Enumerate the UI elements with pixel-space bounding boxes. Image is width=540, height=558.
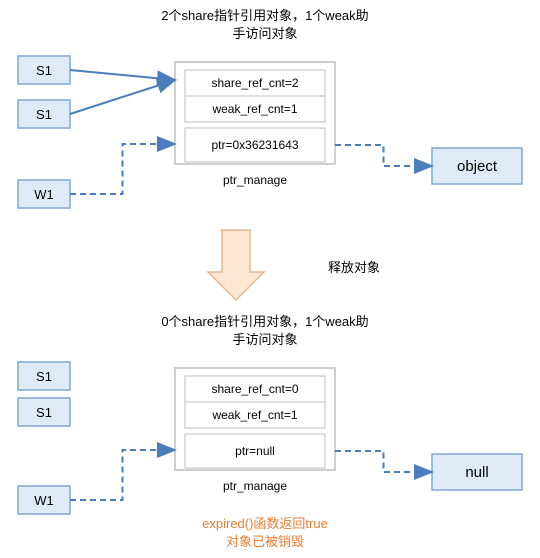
- bottom-title-l1: 0个share指针引用对象，1个weak助: [161, 314, 368, 329]
- bottom-object-label: null: [465, 464, 488, 481]
- bottom-w1-label: W1: [34, 493, 54, 508]
- footer-l1: expired()函数返回true: [202, 516, 328, 531]
- footer-l2: 对象已被销毁: [226, 534, 304, 549]
- bottom-manage-label: ptr_manage: [223, 479, 287, 493]
- release-arrow: [208, 230, 264, 300]
- top-arrow-ptr: [335, 145, 432, 166]
- bottom-s1a-label: S1: [36, 369, 52, 384]
- top-s1b-label: S1: [36, 107, 52, 122]
- bottom-arrow-w1: [70, 450, 175, 500]
- top-arrow-s1b: [70, 80, 175, 114]
- bottom-manage-share: share_ref_cnt=0: [211, 382, 298, 396]
- top-s1a-label: S1: [36, 63, 52, 78]
- top-arrow-w1: [70, 144, 175, 194]
- release-label: 释放对象: [328, 260, 380, 275]
- top-title-l2: 手访问对象: [232, 26, 297, 41]
- bottom-manage-ptr: ptr=null: [235, 444, 275, 458]
- top-object-label: object: [457, 158, 498, 175]
- bottom-title-l2: 手访问对象: [232, 332, 297, 347]
- bottom-manage-weak: weak_ref_cnt=1: [211, 408, 297, 422]
- bottom-s1b-label: S1: [36, 405, 52, 420]
- top-w1-label: W1: [34, 187, 54, 202]
- bottom-arrow-ptr: [335, 451, 432, 472]
- top-manage-label: ptr_manage: [223, 173, 287, 187]
- top-title-l1: 2个share指针引用对象，1个weak助: [161, 8, 368, 23]
- top-arrow-s1a: [70, 70, 175, 80]
- top-manage-weak: weak_ref_cnt=1: [211, 102, 297, 116]
- top-manage-ptr: ptr=0x36231643: [211, 138, 298, 152]
- top-manage-share: share_ref_cnt=2: [211, 76, 298, 90]
